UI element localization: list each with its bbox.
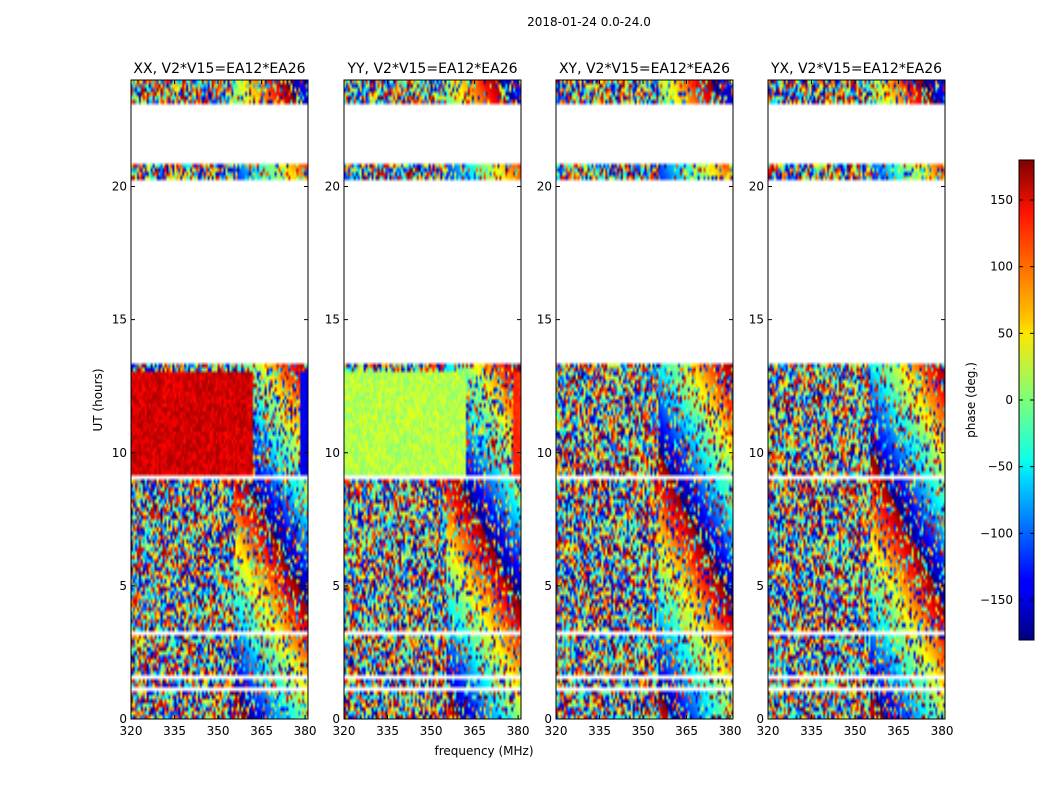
panel-title: XX, V2*V15=EA12*EA26 [133,61,305,77]
y-tick-label: 20 [749,180,764,194]
y-tick-label: 20 [112,180,127,194]
x-tick-label: 350 [844,724,867,738]
x-tick-label: 320 [545,724,568,738]
x-tick-label: 365 [250,724,273,738]
panel-yx: YX, V2*V15=EA12*EA26 320 335 350 365 380 0 5 10 1… [749,61,954,738]
x-tick-label: 365 [675,724,698,738]
panel-title: YX, V2*V15=EA12*EA26 [770,61,942,77]
y-tick-label: 20 [325,180,340,194]
x-tick-label: 365 [887,724,910,738]
panel-title: YY, V2*V15=EA12*EA26 [346,61,517,77]
x-tick-label: 320 [120,724,143,738]
colorbar-tick-label: −150 [980,593,1013,607]
phase-heatmap-yx [768,80,945,719]
colorbar-tick-label: 100 [990,260,1013,274]
y-tick-label: 10 [325,446,340,460]
panel-xx: XX, V2*V15=EA12*EA26 320 335 350 365 380 0 5 10 1… [112,61,317,738]
x-tick-label: 380 [294,724,317,738]
colorbar-tick-label: 50 [998,326,1013,340]
y-tick-label: 15 [112,313,127,327]
y-tick-label: 10 [749,446,764,460]
y-axis-label: UT (hours) [91,368,105,431]
y-tick-label: 10 [112,446,127,460]
colorbar-tick-label: −100 [980,526,1013,540]
colorbar-tick-label: 0 [1005,393,1013,407]
y-tick-label: 0 [756,712,764,726]
y-tick-label: 10 [537,446,552,460]
x-tick-label: 380 [719,724,742,738]
y-tick-label: 15 [537,313,552,327]
x-tick-label: 335 [800,724,823,738]
panels: XX, V2*V15=EA12*EA26 320 335 350 365 380 0 5 10 1… [112,61,954,738]
colorbar-label: phase (deg.) [964,362,978,438]
phase-heatmap-yy [344,80,521,719]
panel-frame [767,79,946,720]
x-tick-label: 380 [931,724,954,738]
x-tick-label: 365 [463,724,486,738]
panel-frame [555,79,734,720]
panel-frame [130,79,309,720]
y-tick-label: 0 [332,712,340,726]
x-tick-label: 350 [632,724,655,738]
panel-yy: YY, V2*V15=EA12*EA26 320 335 350 365 380 0 5 10 1… [325,61,530,738]
x-tick-label: 320 [757,724,780,738]
panel-title: XY, V2*V15=EA12*EA26 [559,61,730,77]
colorbar-ticks: −150 −100 −50 0 50 100 150 [980,193,1034,607]
y-tick-label: 0 [544,712,552,726]
y-tick-label: 15 [749,313,764,327]
panel-xy: XY, V2*V15=EA12*EA26 320 335 350 365 380 0 5 10 1… [537,61,742,738]
panel-frame [343,79,522,720]
x-tick-label: 380 [507,724,530,738]
y-tick-label: 5 [119,579,127,593]
colorbar-tick-label: 150 [990,193,1013,207]
y-tick-label: 20 [537,180,552,194]
x-tick-label: 320 [333,724,356,738]
phase-heatmap-xx [131,80,308,719]
figure-suptitle: 2018-01-24 0.0-24.0 [527,15,651,29]
colorbar: −150 −100 −50 0 50 100 150 phase (deg.) [964,159,1035,641]
y-tick-label: 0 [119,712,127,726]
y-tick-label: 5 [544,579,552,593]
x-tick-label: 350 [420,724,443,738]
x-tick-label: 335 [376,724,399,738]
x-tick-label: 335 [588,724,611,738]
y-tick-label: 15 [325,313,340,327]
y-tick-label: 5 [756,579,764,593]
x-axis-label: frequency (MHz) [434,744,533,758]
x-tick-label: 350 [207,724,230,738]
y-tick-label: 5 [332,579,340,593]
colorbar-tick-label: −50 [988,460,1013,474]
phase-heatmap-xy [556,80,733,719]
x-tick-label: 335 [163,724,186,738]
